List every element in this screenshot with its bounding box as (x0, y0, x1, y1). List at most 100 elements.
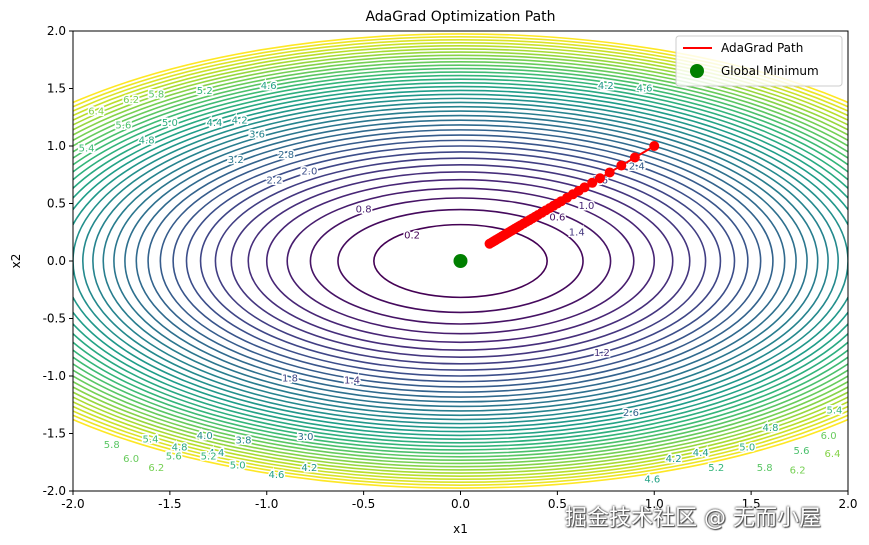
contour-label: 5.4 (79, 143, 95, 154)
contour-line (73, 45, 848, 477)
global-minimum-marker (453, 254, 468, 268)
contour-line (337, 208, 584, 314)
y-tick-label: 1.5 (47, 82, 66, 96)
contour-label: 2.2 (267, 176, 283, 187)
contour-label: 4.8 (172, 442, 188, 453)
y-tick-label: -0.5 (43, 312, 66, 326)
contour-line (199, 151, 722, 371)
contour-line (73, 93, 848, 429)
contour-line (73, 97, 848, 425)
x-tick-label: -1.5 (158, 497, 181, 511)
contour-label: 1.4 (344, 376, 360, 387)
x-tick-label: 0.5 (548, 497, 567, 511)
contour-line (92, 105, 829, 417)
contour-label: 1.4 (569, 227, 585, 238)
contour-label: 6.2 (123, 95, 139, 106)
contour-label: 3.8 (236, 435, 252, 446)
contour-label: 5.0 (162, 118, 178, 129)
watermark: 掘金技术社区 @ 无而小屋 (565, 506, 821, 531)
contour-line (265, 178, 656, 344)
x-tick-label: 0.0 (451, 497, 470, 511)
contour-line (147, 129, 774, 393)
contour-line (73, 82, 848, 440)
contour-label: 5.2 (708, 463, 724, 474)
path-point (649, 141, 660, 151)
path-point (604, 167, 615, 178)
contour-label: 4.4 (206, 118, 222, 129)
contour-line (73, 67, 848, 455)
contour-label: 1.8 (282, 373, 298, 384)
path-point (616, 160, 627, 171)
y-tick-label: 2.0 (47, 24, 66, 38)
contour-label: 2.8 (278, 150, 294, 161)
contour-label: 3.2 (228, 155, 244, 166)
contour-label: 6.2 (790, 465, 806, 476)
contour-label: 6.0 (123, 454, 139, 465)
contour-label: 5.8 (148, 89, 164, 100)
contour-label: 5.4 (143, 434, 159, 445)
contour-label: 0.8 (356, 204, 372, 215)
contour-label: 4.2 (301, 463, 317, 474)
contour-label: 2.0 (301, 166, 317, 177)
contour-label: 5.8 (104, 440, 120, 451)
contour-label: 5.6 (794, 446, 810, 457)
legend-label-minimum: Global Minimum (721, 64, 819, 78)
legend-dot-icon (690, 64, 704, 78)
contour-label: 4.6 (644, 475, 660, 486)
path-point (595, 173, 605, 184)
y-tick-label: 0.5 (47, 197, 66, 211)
y-tick-label: -1.5 (43, 427, 66, 441)
y-axis-ticks: -2.0 -1.5 -1.0 -0.5 0.0 0.5 1.0 1.5 2.0 (43, 24, 73, 498)
contour-line (247, 171, 674, 351)
contour-line (309, 197, 612, 325)
contour-line (73, 39, 848, 483)
contour-line (172, 139, 749, 383)
contour-label: 4.2 (232, 116, 248, 127)
x-axis-ticks: -2.0 -1.5 -1.0 -0.5 0.0 0.5 1.0 1.5 2.0 (61, 491, 858, 511)
contour-label: 6.2 (148, 463, 164, 474)
contour-label: 5.8 (757, 463, 773, 474)
contour-line (185, 145, 736, 377)
contour-label: 4.6 (637, 84, 653, 95)
contour-label: 5.0 (739, 442, 755, 453)
contour-label: 5.0 (230, 461, 246, 472)
contour-labels: 0.20.80.61.01.41.62.02.22.83.23.62.44.24… (77, 80, 844, 487)
contour-label: 4.6 (268, 470, 284, 481)
y-axis-label: x2 (9, 254, 23, 269)
x-tick-label: 1.0 (645, 497, 664, 511)
contour-label: 4.6 (261, 81, 277, 92)
contour-line (102, 110, 819, 412)
contour-line (73, 89, 848, 433)
contour-label: 4.4 (693, 448, 709, 459)
contour-line (135, 124, 786, 398)
path-point (629, 152, 640, 163)
y-tick-label: -2.0 (43, 484, 66, 498)
contour-label: 5.6 (115, 120, 131, 131)
x-tick-label: 1.5 (742, 497, 761, 511)
y-tick-label: 1.0 (47, 139, 66, 153)
contour-label: 4.2 (666, 454, 682, 465)
contour-label: 1.2 (594, 348, 610, 359)
contour-line (73, 42, 848, 480)
contour-line (373, 223, 548, 299)
x-tick-label: 2.0 (838, 497, 857, 511)
contour-label: 3.6 (249, 130, 265, 141)
legend-box (675, 35, 843, 87)
contour-lines (73, 33, 848, 489)
contour-label: 6.4 (88, 107, 104, 118)
adagrad-path (484, 141, 660, 249)
contour-label: 6.0 (821, 431, 837, 442)
contour-line (82, 101, 839, 421)
contour-line (73, 36, 848, 486)
contour-label: 4.0 (197, 431, 213, 442)
contour-line (73, 33, 848, 489)
minimum-point (453, 254, 468, 268)
contour-label: 0.6 (549, 212, 565, 223)
y-tick-label: -1.0 (43, 369, 66, 383)
contour-line (113, 114, 808, 408)
x-tick-label: -0.5 (352, 497, 375, 511)
contour-label: 2.6 (623, 408, 639, 419)
contour-line (73, 61, 848, 461)
contour-label: 5.2 (201, 452, 217, 463)
